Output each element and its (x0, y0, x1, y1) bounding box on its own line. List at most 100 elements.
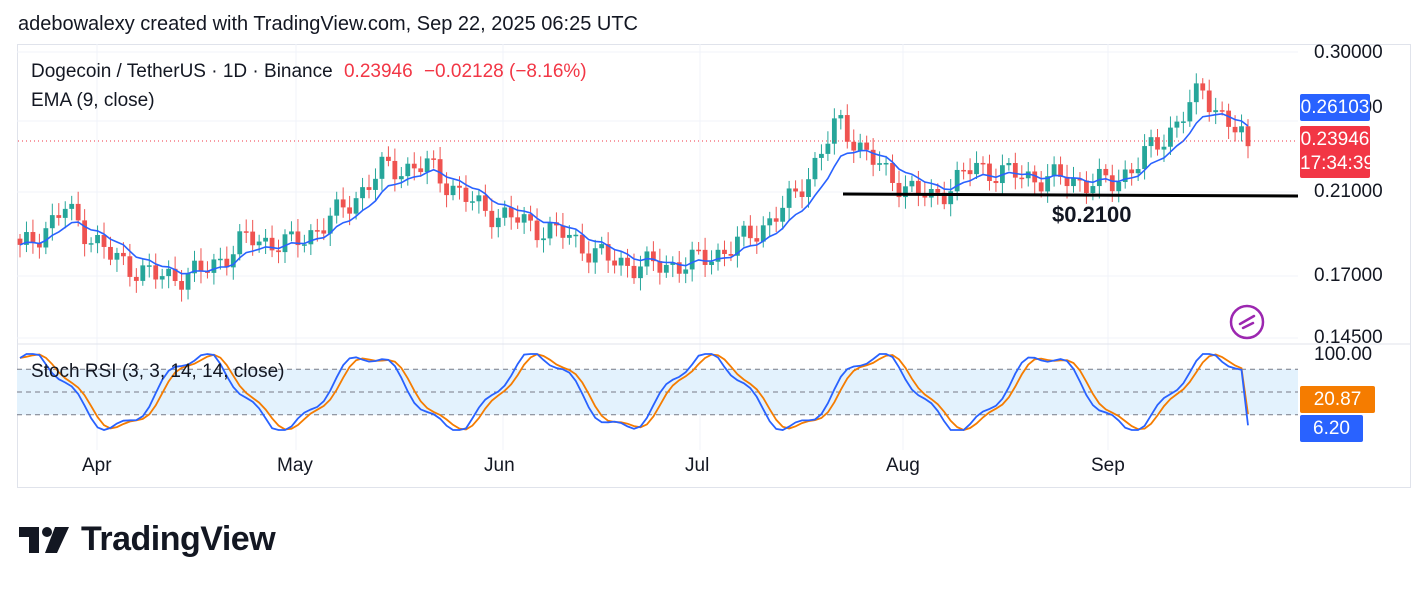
support-label: $0.2100 (1052, 202, 1132, 227)
candle-body (1058, 164, 1063, 177)
candle (24, 221, 29, 253)
candle (179, 270, 184, 302)
candle (314, 218, 320, 242)
candle (1038, 171, 1044, 198)
stoch-rsi-legend[interactable]: Stoch RSI (3, 3, 14, 14, close) (31, 361, 285, 382)
candle (398, 167, 404, 189)
candle-body (1116, 182, 1122, 192)
candle-body (709, 261, 714, 265)
candle-body (263, 237, 268, 242)
candle-body (935, 189, 941, 193)
ema-legend[interactable]: EMA (9, close) (31, 90, 155, 111)
candle-body (1096, 168, 1102, 187)
candle-body (17, 238, 23, 245)
candle-body (36, 242, 42, 248)
candle (715, 243, 721, 271)
candle (987, 154, 992, 191)
candle-body (172, 268, 178, 282)
candle-body (185, 273, 191, 290)
price-tick: 0.17000 (1314, 265, 1383, 286)
tradingview-logo[interactable]: TradingView (19, 520, 276, 559)
candle-body (1135, 169, 1141, 174)
candle-body (121, 252, 126, 257)
candle-body (56, 215, 62, 218)
candle (1174, 115, 1180, 138)
candle-body (638, 266, 643, 279)
candle-body (760, 225, 766, 242)
candle-body (295, 231, 301, 246)
candle-body (1025, 171, 1031, 179)
ema-line (19, 112, 1249, 275)
candle-body (715, 249, 721, 262)
candle-body (521, 214, 527, 223)
candle-body (812, 157, 818, 180)
candle (909, 175, 915, 192)
candle-body (476, 195, 482, 202)
candle-body (334, 199, 340, 216)
candle-body (670, 262, 676, 265)
stoch-rsi-lines (19, 353, 1249, 431)
candle-body (1226, 110, 1232, 127)
candle-body (612, 260, 618, 266)
candle-body (741, 225, 747, 237)
candle (760, 216, 766, 248)
rsi-tick: 100.00 (1314, 344, 1373, 365)
candle-body (444, 183, 449, 196)
candle-body (366, 187, 372, 190)
candle (1006, 158, 1012, 171)
candle-body (1200, 83, 1206, 91)
candle-body (353, 198, 359, 214)
candle-body (1187, 102, 1193, 122)
candle-body (1232, 126, 1238, 133)
candle-body (890, 162, 895, 183)
candle (993, 168, 999, 192)
candle (741, 220, 747, 247)
candle-body (140, 265, 146, 281)
candle-body (1193, 83, 1199, 103)
candle-body (133, 276, 139, 281)
time-tick: Jul (685, 455, 710, 476)
candle (793, 180, 798, 198)
candle-body (857, 142, 863, 151)
candle-body (450, 185, 456, 196)
candle (961, 162, 967, 180)
candle-body (489, 210, 495, 228)
candle (373, 168, 378, 200)
candle (172, 256, 178, 287)
candle (95, 225, 100, 254)
candle-body (903, 186, 908, 198)
candle-body (159, 276, 165, 280)
candle-body (980, 162, 986, 165)
ema-value-badge: 0.26103 (1300, 94, 1370, 121)
candle-body (457, 185, 462, 188)
last-price-value: 0.23946 (1300, 129, 1370, 150)
candle (754, 225, 760, 254)
candle (243, 219, 249, 243)
candle-body (625, 257, 630, 266)
candle-body (915, 180, 921, 194)
candle (450, 179, 456, 201)
candle (140, 258, 146, 286)
candle-body (179, 281, 184, 290)
candle (780, 195, 786, 230)
candle (88, 237, 94, 253)
candle (489, 198, 495, 239)
candle (308, 224, 314, 256)
candle (1193, 73, 1199, 115)
candle-body (75, 203, 81, 221)
candle-body (379, 156, 385, 179)
candle-body (987, 163, 992, 181)
support-line (842, 192, 1299, 198)
symbol-legend[interactable]: Dogecoin / TetherUS · 1D · Binance 0.239… (31, 61, 587, 83)
candle (386, 146, 391, 167)
candle (146, 253, 152, 278)
candle-body (844, 115, 850, 142)
candle (444, 172, 449, 208)
candle (17, 234, 23, 258)
candle (722, 240, 727, 267)
candle-body (579, 234, 585, 254)
candle-body (676, 262, 682, 274)
candle-body (198, 260, 204, 272)
candle (786, 180, 792, 221)
